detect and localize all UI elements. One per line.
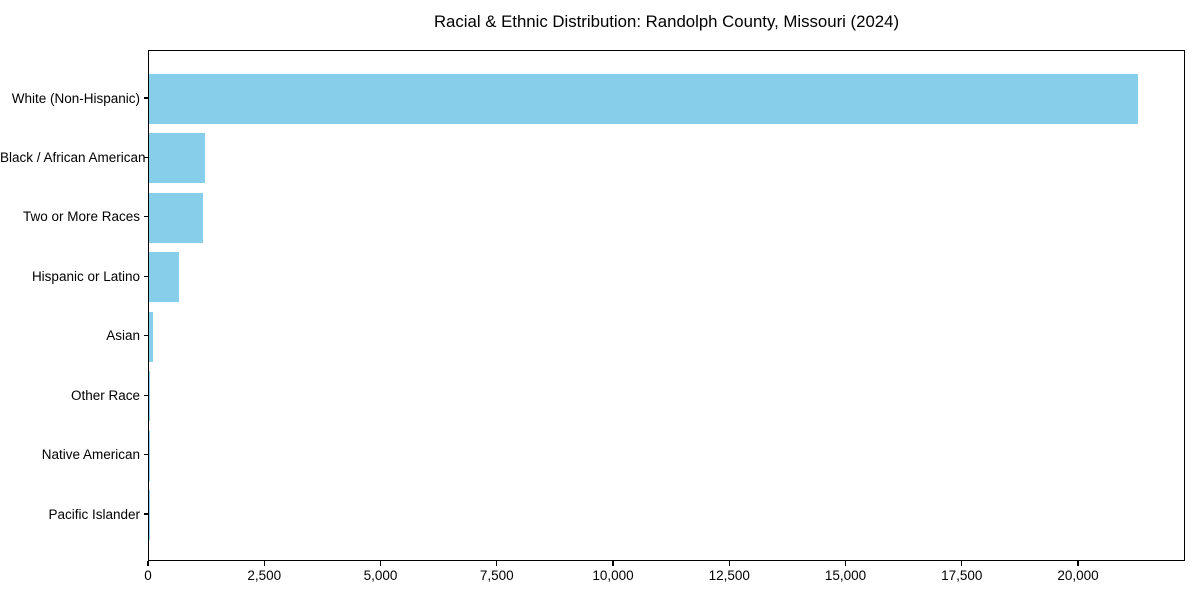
y-axis-label: Asian: [106, 328, 140, 344]
x-tick: [961, 561, 963, 566]
y-tick: [143, 97, 149, 99]
x-tick: [844, 561, 847, 566]
x-tick: [147, 561, 149, 566]
x-tick: [1077, 561, 1079, 566]
y-tick: [143, 453, 149, 456]
x-tick-label: 5,000: [363, 568, 398, 583]
y-axis-label: Hispanic or Latino: [31, 268, 140, 284]
bar-two-or-more-races: [149, 192, 203, 243]
x-tick-label: 15,000: [824, 568, 867, 583]
x-tick-label: 17,500: [941, 568, 983, 583]
x-tick: [496, 561, 498, 566]
x-tick: [263, 561, 265, 566]
y-tick: [143, 156, 149, 159]
y-axis-label: Two or More Races: [22, 209, 140, 225]
y-axis-label: Pacific Islander: [48, 506, 140, 522]
y-axis-label: Black / African American: [0, 149, 146, 165]
y-tick: [143, 216, 149, 218]
x-tick: [379, 561, 382, 566]
y-tick: [143, 513, 149, 515]
x-tick-label: 10,000: [592, 568, 634, 583]
x-tick: [612, 561, 614, 566]
x-tick: [728, 561, 730, 566]
x-tick-label: 0: [144, 568, 152, 583]
bar-black-african-american: [149, 133, 205, 184]
y-axis-label: Other Race: [70, 387, 140, 403]
x-tick-label: 7,500: [479, 568, 514, 583]
x-tick-label: 2,500: [247, 568, 282, 583]
y-axis-label: Native American: [41, 447, 140, 463]
y-axis-label: White (Non-Hispanic): [11, 90, 140, 106]
y-tick: [143, 394, 149, 396]
plot-area: [148, 50, 1185, 561]
y-tick: [143, 335, 149, 337]
x-tick-label: 20,000: [1057, 568, 1099, 583]
y-tick: [143, 275, 149, 277]
x-tick-label: 12,500: [708, 568, 750, 583]
bar-asian: [149, 311, 153, 362]
bar-white-non-hispanic: [149, 74, 1139, 124]
bar-hispanic-or-latino: [149, 252, 179, 303]
chart-title: Racial & Ethnic Distribution: Randolph C…: [433, 12, 900, 31]
